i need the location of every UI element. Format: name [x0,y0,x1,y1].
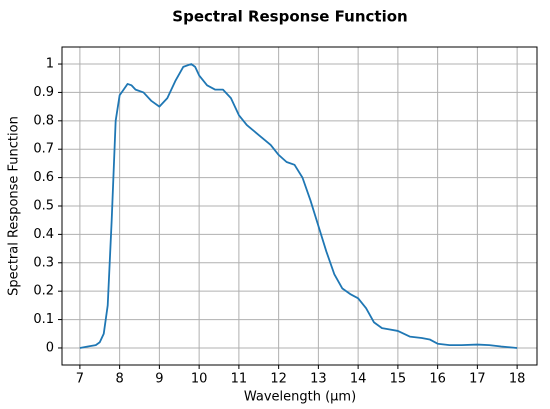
x-tick-label: 7 [76,372,84,387]
x-tick-label: 8 [115,372,123,387]
y-tick-label: 0.1 [33,312,54,327]
x-tick-label: 16 [429,372,446,387]
x-tick-label: 18 [509,372,526,387]
x-tick-label: 11 [231,372,248,387]
x-tick-label: 15 [390,372,407,387]
x-tick-label: 10 [191,372,208,387]
y-tick-label: 0.6 [33,170,54,185]
y-tick-label: 0 [46,340,54,355]
y-axis-label: Spectral Response Function [7,116,22,296]
chart-title: Spectral Response Function [172,8,407,26]
x-tick-label: 13 [310,372,327,387]
y-tick-label: 0.2 [33,284,54,299]
x-tick-label: 12 [270,372,287,387]
y-tick-label: 1 [46,57,54,72]
y-tick-label: 0.7 [33,142,54,157]
x-tick-label: 17 [469,372,486,387]
y-tick-label: 0.5 [33,199,54,214]
y-tick-label: 0.9 [33,85,54,100]
line [79,63,518,349]
plot-frame [61,46,538,366]
x-axis-label: Wavelength (μm) [244,390,356,405]
y-tick-label: 0.8 [33,113,54,128]
y-tick-label: 0.4 [33,227,54,242]
x-tick-label: 14 [350,372,367,387]
y-tick-label: 0.3 [33,255,54,270]
x-tick-label: 9 [155,372,163,387]
